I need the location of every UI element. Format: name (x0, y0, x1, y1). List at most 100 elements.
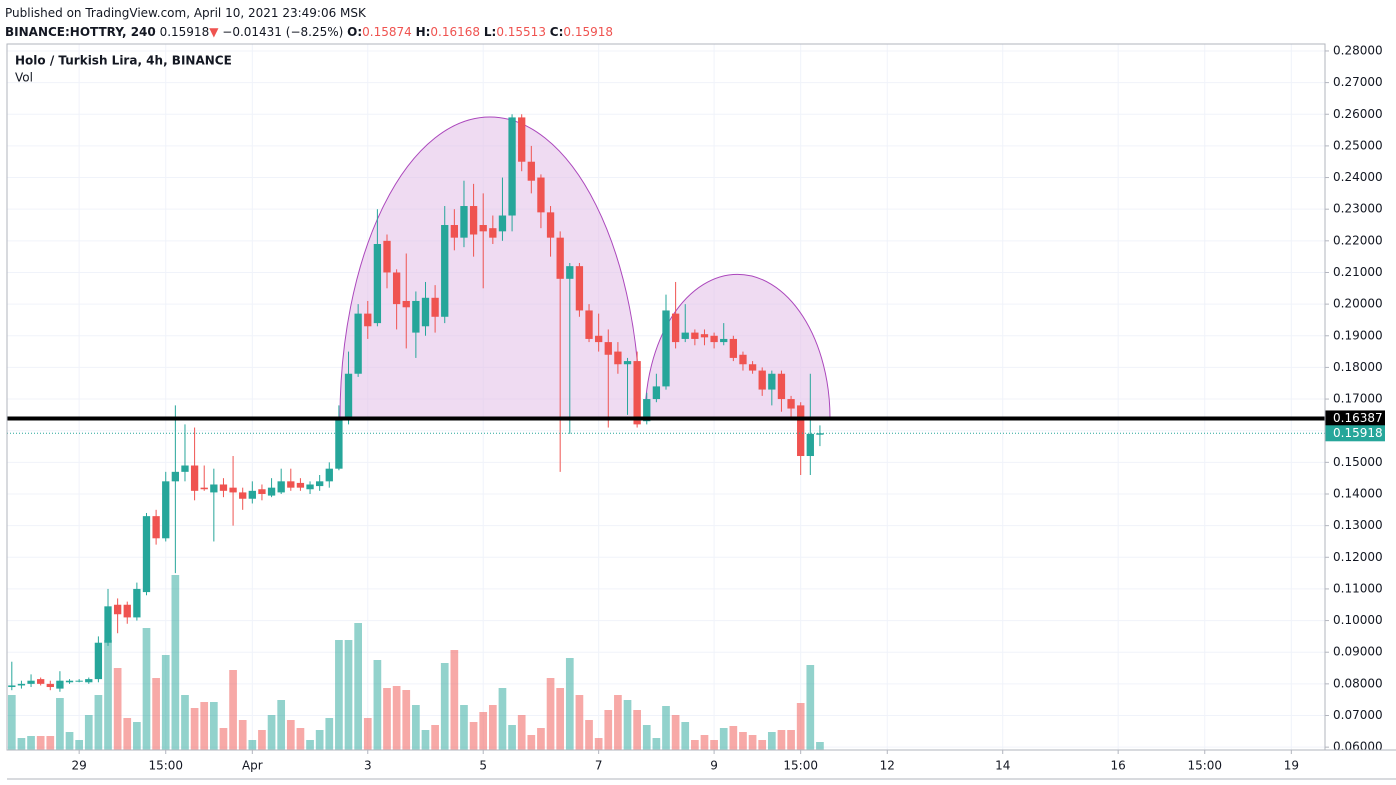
candle-body (575, 266, 584, 311)
volume-bar (816, 742, 824, 750)
candle-body (748, 364, 757, 371)
volume-bar (36, 736, 45, 750)
volume-bar (508, 725, 516, 750)
y-tick-label: 0.27000 (1333, 75, 1383, 89)
x-tick-label: 15:00 (1187, 759, 1222, 773)
y-tick-label: 0.18000 (1333, 360, 1383, 374)
volume-bar (642, 725, 651, 750)
y-tick-label: 0.15000 (1333, 455, 1383, 469)
y-tick-label: 0.25000 (1333, 138, 1383, 152)
x-tick-label: 5 (479, 759, 487, 773)
volume-bar (623, 700, 632, 750)
volume-bar (65, 732, 74, 750)
candle-body (585, 310, 593, 339)
volume-bar (335, 640, 343, 750)
volume-bar (556, 688, 565, 750)
volume-bar (479, 712, 488, 750)
volume-bar (363, 718, 372, 750)
x-tick-label: 16 (1111, 759, 1126, 773)
y-tick-label: 0.13000 (1333, 518, 1383, 532)
candle-body (508, 117, 516, 216)
volume-bar (739, 732, 747, 750)
y-tick-label: 0.28000 (1333, 43, 1383, 57)
volume-bar (498, 688, 507, 750)
volume-bar (450, 650, 459, 750)
volume-bar (594, 738, 603, 750)
volume-bar (46, 736, 55, 750)
x-tick-label: 9 (710, 759, 718, 773)
volume-bar (431, 725, 439, 750)
candle-body (113, 604, 122, 615)
y-tick-label: 0.17000 (1333, 392, 1383, 406)
candle-body (248, 490, 256, 499)
volume-bar (190, 708, 199, 750)
volume-bar (575, 695, 584, 750)
volume-bar (527, 735, 536, 750)
candle-body (335, 418, 343, 469)
volume-bar (662, 706, 670, 750)
volume-bar (402, 690, 411, 750)
y-tick-label: 0.20000 (1333, 297, 1383, 311)
volume-bar (209, 702, 218, 750)
volume-bar (7, 695, 16, 750)
candle-body (816, 433, 824, 435)
candle-body (546, 212, 555, 238)
candle-body (65, 680, 74, 683)
candle-body (17, 683, 26, 686)
candle-body (729, 338, 737, 358)
candle-body (364, 313, 372, 327)
volume-bar (652, 738, 661, 750)
y-tick-label: 0.19000 (1333, 328, 1383, 342)
y-tick-label: 0.11000 (1333, 581, 1383, 595)
y-tick-label: 0.24000 (1333, 170, 1383, 184)
candle-body (450, 225, 459, 238)
volume-bar (84, 715, 93, 750)
candle-body (768, 373, 776, 390)
candle-body (133, 588, 141, 618)
candle-body (518, 117, 526, 162)
candle-body (402, 300, 410, 308)
c-key: C: (549, 25, 564, 39)
y-tick-label: 0.07000 (1333, 708, 1383, 722)
volume-bar (17, 738, 26, 750)
candle-body (8, 685, 16, 688)
candle-body (46, 683, 54, 688)
candle-body (142, 516, 151, 593)
candle-body (489, 228, 497, 238)
price-tag-label: 0.16387 (1333, 411, 1383, 425)
volume-bar (440, 663, 449, 750)
x-tick-label: 29 (72, 759, 87, 773)
change: −0.01431 (−8.25%) (222, 25, 344, 39)
candle-body (479, 225, 487, 232)
candle-body (739, 354, 747, 365)
candle-body (383, 240, 391, 273)
volume-bar (267, 715, 276, 750)
volume-bar (27, 736, 35, 750)
price-tag (1325, 425, 1385, 442)
volume-bar (758, 740, 767, 750)
candle-body (392, 272, 401, 305)
volume-bar (719, 728, 728, 750)
candle-body (691, 332, 699, 339)
candle-body (171, 471, 180, 482)
candle-body (614, 351, 622, 365)
candle-body (27, 680, 35, 684)
x-tick-label: 15:00 (783, 759, 818, 773)
volume-bar (219, 728, 228, 750)
candle-body (652, 386, 661, 400)
candle-body (412, 300, 420, 333)
candle-body (758, 370, 766, 390)
x-tick-label: 7 (595, 759, 603, 773)
candle-body (162, 481, 170, 539)
x-tick-label: 15:00 (148, 759, 183, 773)
volume-bar (75, 740, 84, 750)
candle-body (373, 243, 382, 324)
volume-bar (383, 688, 391, 750)
volume-bar (729, 726, 738, 750)
volume-bar (710, 740, 718, 750)
o-value: 0.15874 (362, 25, 412, 39)
y-tick-label: 0.22000 (1333, 233, 1383, 247)
l-key: L: (483, 25, 497, 39)
x-tick-label: Apr (242, 759, 263, 773)
volume-label: Vol (15, 71, 33, 85)
